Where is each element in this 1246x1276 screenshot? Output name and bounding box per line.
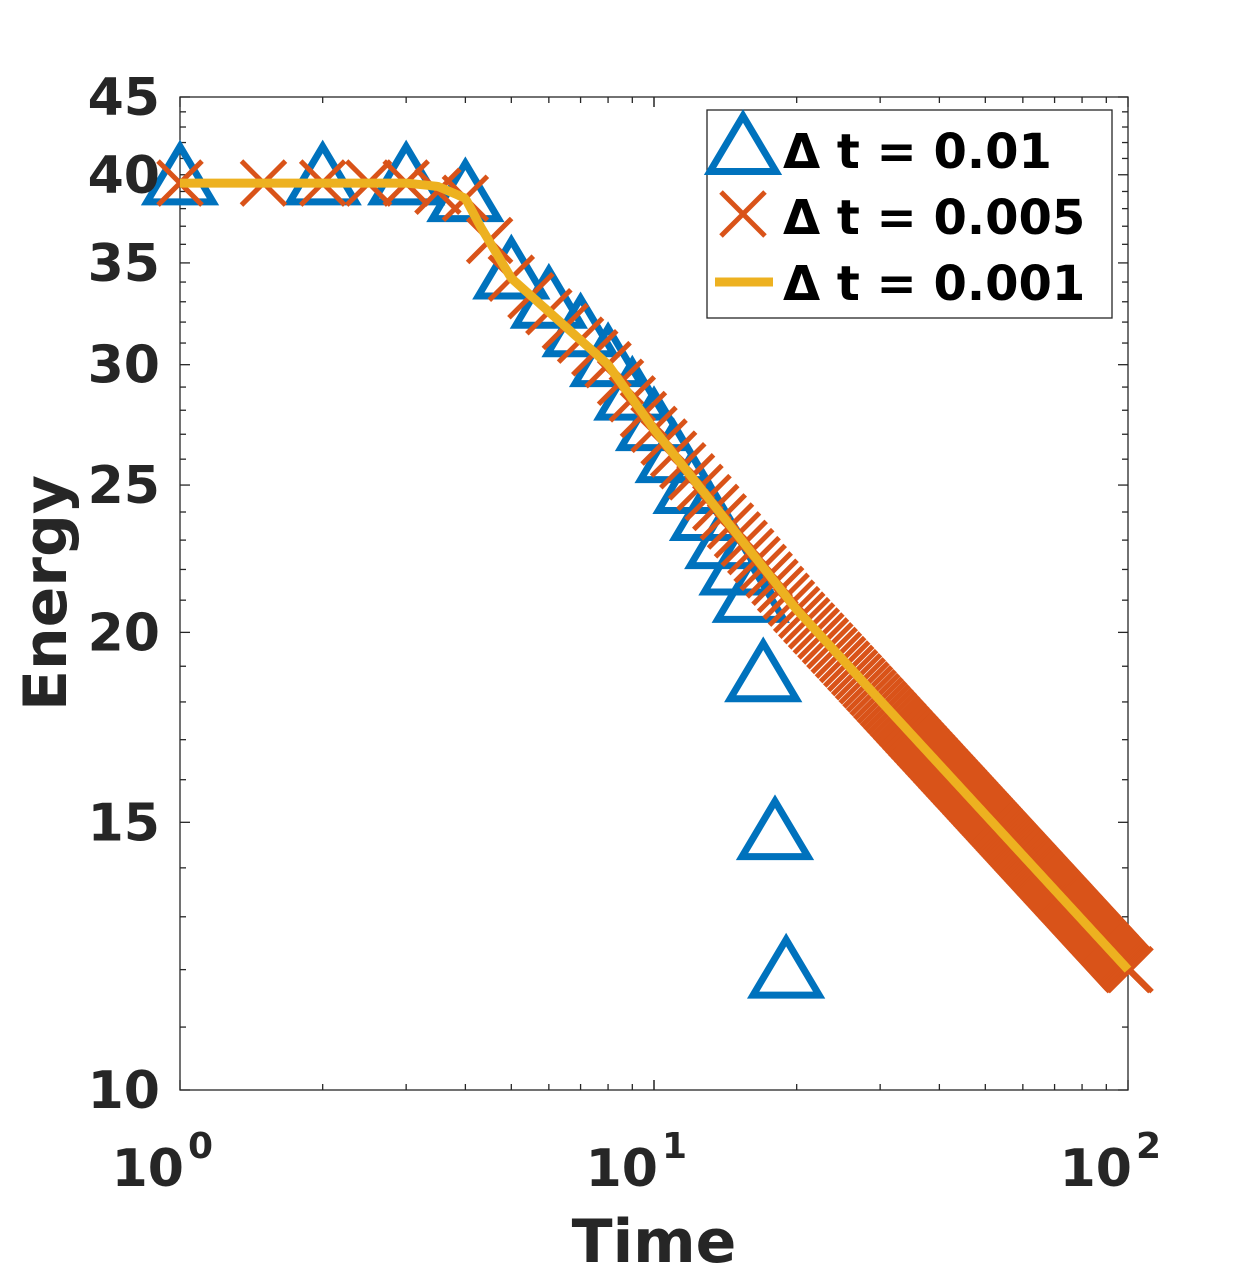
- x-tick-label-base: 10: [586, 1139, 658, 1199]
- y-tick-labels: 10 15 20 25 30 35 40 45: [88, 68, 160, 1121]
- x-marker-stroke-b: [1106, 945, 1154, 994]
- legend-triangle-icon: [703, 109, 783, 175]
- y-tick-label: 40: [88, 146, 160, 206]
- triangle-marker: [472, 233, 551, 300]
- x-tick-label-exponent: 0: [188, 1126, 213, 1167]
- x-tick-label: 10 0: [112, 1126, 213, 1199]
- legend: Δ t = 0.01 Δ t = 0.005 Δ t = 0.001: [703, 109, 1113, 319]
- triangle-marker: [735, 794, 815, 861]
- x-tick-labels: 10 0 10 1 10 2: [112, 1126, 1161, 1199]
- legend-label: Δ t = 0.005: [783, 190, 1085, 246]
- x-tick-label-exponent: 1: [662, 1126, 687, 1167]
- triangle-marker: [746, 932, 826, 999]
- x-tick-label-base: 10: [112, 1139, 184, 1199]
- line-curve: [177, 178, 1132, 973]
- y-tick-label: 45: [88, 68, 160, 128]
- y-tick-label: 10: [88, 1061, 160, 1121]
- x-axis-label: Time: [572, 1207, 737, 1276]
- y-tick-label: 25: [88, 456, 160, 516]
- x-tick-label-base: 10: [1060, 1139, 1132, 1199]
- legend-label: Δ t = 0.001: [783, 256, 1085, 312]
- series-dt-0.001: [177, 178, 1132, 973]
- triangle-marker: [140, 139, 220, 206]
- y-axis-label: Energy: [11, 475, 81, 711]
- triangle-marker: [724, 636, 803, 703]
- series-layer: [140, 139, 1154, 999]
- triangle-marker: [283, 139, 362, 206]
- y-tick-label: 35: [88, 234, 160, 294]
- y-tick-label: 15: [88, 793, 160, 853]
- x-tick-label: 10 2: [1060, 1126, 1161, 1199]
- legend-label: Δ t = 0.01: [783, 124, 1052, 180]
- legend-x-icon: [719, 190, 767, 238]
- y-tick-label: 20: [88, 603, 160, 663]
- legend-x-icon-stroke-b: [719, 190, 767, 238]
- legend-box: [706, 109, 1113, 319]
- y-tick-label: 30: [88, 336, 160, 396]
- x-tick-label-exponent: 2: [1136, 1126, 1161, 1167]
- x-tick-label: 10 1: [586, 1126, 687, 1199]
